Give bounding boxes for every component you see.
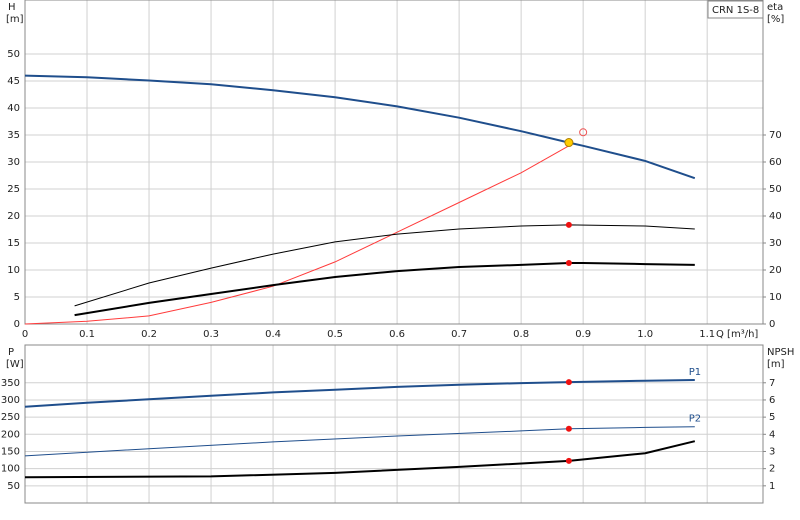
operating-point (565, 221, 572, 228)
y2-tick-label: 20 (769, 265, 782, 276)
curve (74, 262, 695, 317)
y-tick-label: 25 (7, 184, 20, 195)
y2-tick-label: 50 (769, 184, 782, 195)
y-axis-label: H (8, 2, 16, 13)
y-tick-label: 30 (7, 157, 20, 168)
x-tick-label: 0.9 (575, 329, 591, 340)
y2-tick-label: 2 (769, 464, 775, 475)
y2-tick-label: 70 (769, 130, 782, 141)
y-tick-label: 5 (14, 292, 20, 303)
curve (24, 426, 695, 457)
y2-tick-label: 60 (769, 157, 782, 168)
y-tick-label: 35 (7, 130, 20, 141)
plot-frame (24, 344, 764, 504)
y2-axis-unit: [%] (767, 14, 784, 25)
x-tick-label: 0.2 (141, 329, 157, 340)
legend-box (707, 0, 764, 19)
operating-point (565, 259, 572, 266)
y-axis-unit: [m] (6, 14, 24, 25)
y2-axis-label: eta (767, 2, 783, 13)
y-tick-label: 250 (1, 412, 20, 423)
y-tick-label: 10 (7, 265, 20, 276)
x-tick-label: 1.0 (637, 329, 653, 340)
x-tick-label: 0.5 (327, 329, 343, 340)
x-tick-label: 0 (22, 329, 28, 340)
y2-tick-label: 7 (769, 378, 775, 389)
x-tick-label: 0.7 (451, 329, 467, 340)
y-tick-label: 150 (1, 446, 20, 457)
plot-frame (24, 0, 764, 325)
y-tick-label: 15 (7, 238, 20, 249)
y2-tick-label: 40 (769, 211, 782, 222)
y-tick-label: 100 (1, 464, 20, 475)
y-tick-label: 200 (1, 429, 20, 440)
y2-tick-label: 6 (769, 395, 775, 406)
y2-tick-label: 4 (769, 429, 775, 440)
y2-tick-label: 3 (769, 446, 775, 457)
curve-label: P1 (689, 367, 701, 378)
y2-axis-label: NPSH (767, 347, 794, 358)
curve (24, 145, 570, 325)
x-tick-label: 0.6 (389, 329, 405, 340)
curve-label: P2 (689, 414, 701, 425)
y2-tick-label: 10 (769, 292, 782, 303)
curve (24, 379, 695, 408)
legend-title: CRN 1S-8 (712, 5, 759, 16)
x-tick-label: 0.8 (513, 329, 529, 340)
x-tick-label: 1.1 (699, 329, 715, 340)
y-tick-label: 50 (7, 481, 20, 492)
x-tick-label: 0.4 (265, 329, 281, 340)
y2-axis-unit: [m] (767, 359, 785, 370)
y-tick-label: 45 (7, 76, 20, 87)
operating-point (565, 379, 572, 386)
operating-point (579, 128, 588, 137)
x-tick-label: 0.1 (79, 329, 95, 340)
y-axis-unit: [W] (6, 359, 24, 370)
y2-tick-label: 0 (769, 319, 775, 330)
curve (74, 224, 695, 307)
y-tick-label: 50 (7, 49, 20, 60)
plot-area (25, 345, 763, 503)
y-tick-label: 20 (7, 211, 20, 222)
y-tick-label: 350 (1, 378, 20, 389)
y-axis-label: P (8, 347, 14, 358)
y2-tick-label: 30 (769, 238, 782, 249)
x-axis-label: Q [m³/h] (716, 329, 758, 340)
y2-tick-label: 5 (769, 412, 775, 423)
y2-tick-label: 1 (769, 481, 775, 492)
operating-point (565, 457, 572, 464)
curve (24, 74, 696, 180)
y-tick-label: 40 (7, 103, 20, 114)
operating-point (564, 138, 574, 148)
x-tick-label: 0.3 (203, 329, 219, 340)
curve (24, 440, 696, 479)
y-tick-label: 300 (1, 395, 20, 406)
y-tick-label: 0 (14, 319, 20, 330)
operating-point (565, 425, 572, 432)
